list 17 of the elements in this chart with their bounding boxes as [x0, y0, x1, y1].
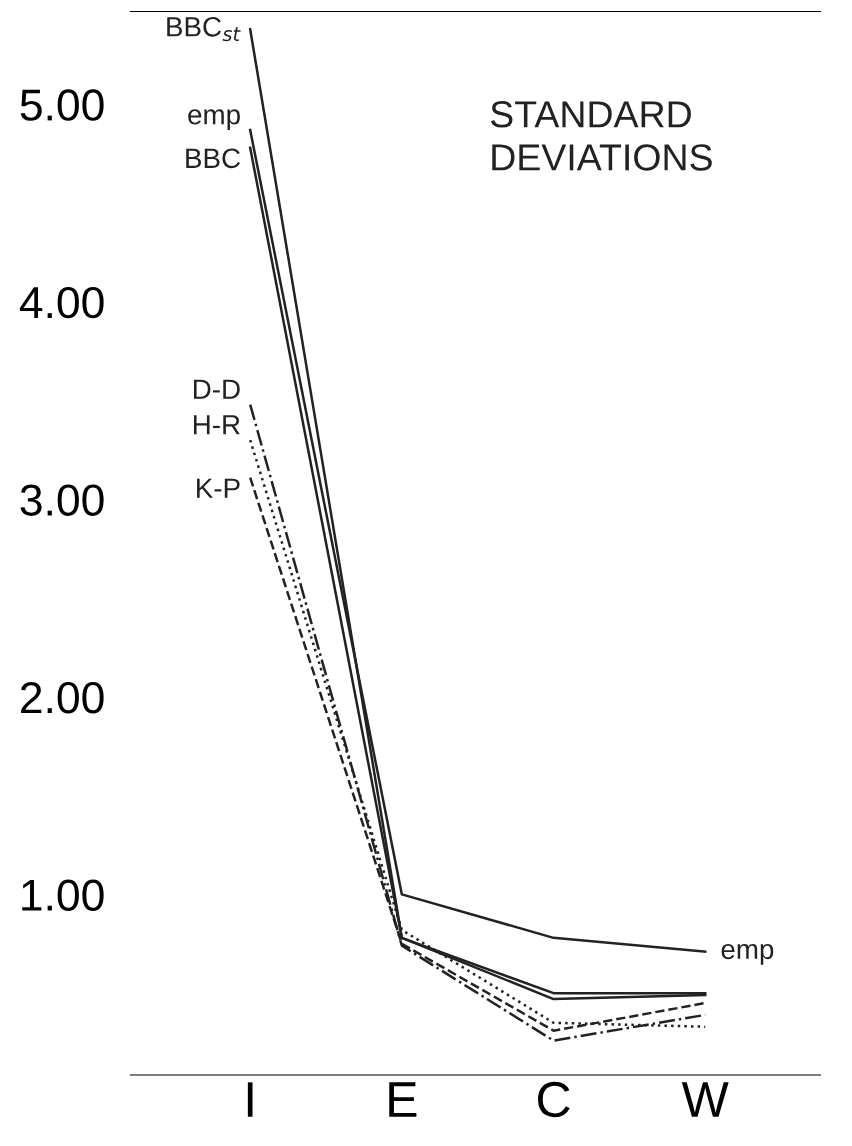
- x-tick-label: W: [681, 1082, 729, 1117]
- series-label: BBC: [186, 148, 241, 169]
- text: STANDARD DEVIATIONS: [490, 101, 712, 171]
- y-tick-label: 1.00: [22, 879, 104, 911]
- y-tick-label: 4.00: [19, 286, 104, 319]
- series-label: H-R: [193, 415, 240, 435]
- series-label: D-D: [193, 379, 240, 399]
- x-tick-label: E: [389, 1082, 417, 1117]
- y-tick-label: 2.00: [21, 681, 104, 714]
- series-label: emp: [188, 109, 240, 130]
- annotation: emp: [721, 943, 774, 965]
- series-label: BBC$_{st}$: [167, 16, 241, 42]
- x-tick-label: I: [247, 1082, 253, 1117]
- x-tick-label: C: [538, 1081, 570, 1118]
- series-label: K-P: [197, 478, 240, 498]
- y-tick-label: 3.00: [20, 484, 104, 516]
- y-tick-label: 5.00: [20, 89, 104, 121]
